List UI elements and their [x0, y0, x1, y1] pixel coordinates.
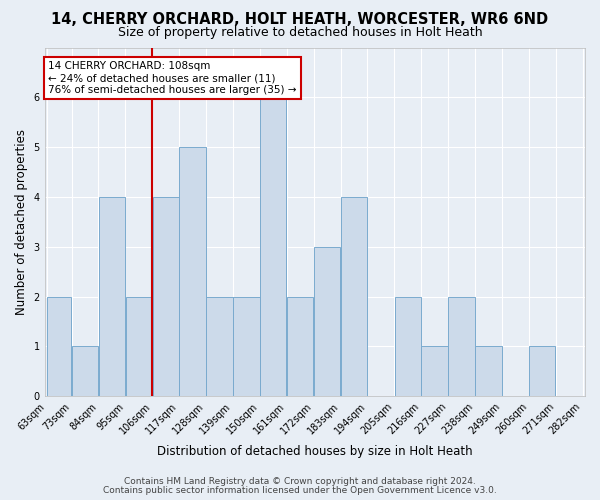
Bar [475, 346, 502, 397]
Bar [395, 296, 421, 396]
Bar [179, 147, 206, 396]
Bar [72, 346, 98, 397]
Bar [260, 98, 286, 397]
Text: Contains public sector information licensed under the Open Government Licence v3: Contains public sector information licen… [103, 486, 497, 495]
Bar [287, 296, 313, 396]
Bar [448, 296, 475, 396]
Bar [421, 346, 448, 397]
Bar [47, 296, 71, 396]
Bar [341, 197, 367, 396]
Text: Contains HM Land Registry data © Crown copyright and database right 2024.: Contains HM Land Registry data © Crown c… [124, 478, 476, 486]
Text: 14, CHERRY ORCHARD, HOLT HEATH, WORCESTER, WR6 6ND: 14, CHERRY ORCHARD, HOLT HEATH, WORCESTE… [52, 12, 548, 28]
Bar [99, 197, 125, 396]
Bar [206, 296, 233, 396]
Bar [529, 346, 556, 397]
Bar [125, 296, 152, 396]
Bar [314, 247, 340, 396]
X-axis label: Distribution of detached houses by size in Holt Heath: Distribution of detached houses by size … [157, 444, 473, 458]
Y-axis label: Number of detached properties: Number of detached properties [15, 129, 28, 315]
Bar [152, 197, 179, 396]
Text: 14 CHERRY ORCHARD: 108sqm
← 24% of detached houses are smaller (11)
76% of semi-: 14 CHERRY ORCHARD: 108sqm ← 24% of detac… [49, 62, 297, 94]
Text: Size of property relative to detached houses in Holt Heath: Size of property relative to detached ho… [118, 26, 482, 39]
Bar [233, 296, 260, 396]
